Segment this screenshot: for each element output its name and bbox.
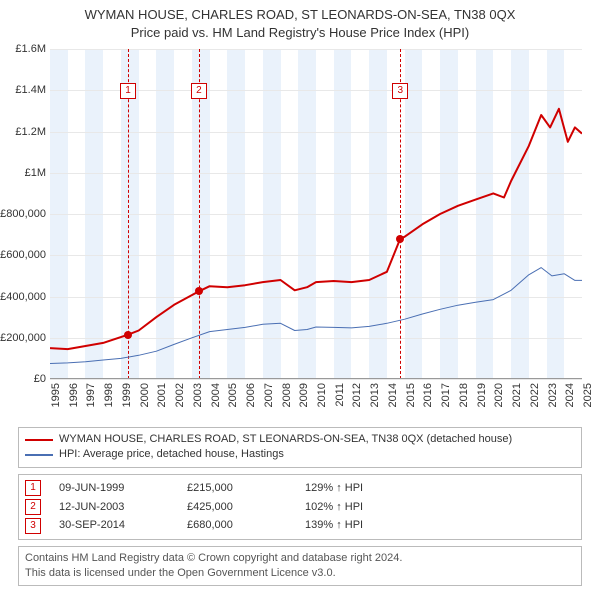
- event-row-price: £425,000: [187, 498, 287, 517]
- legend-row: HPI: Average price, detached house, Hast…: [25, 447, 575, 462]
- x-tick-label: 2020: [493, 383, 505, 407]
- y-tick-label: £1M: [25, 167, 46, 179]
- series-line-property: [50, 109, 582, 349]
- x-tick-label: 2015: [405, 383, 417, 407]
- x-tick-label: 2016: [422, 383, 434, 407]
- event-row: 3 30-SEP-2014 £680,000 139% ↑ HPI: [25, 516, 575, 535]
- x-tick-label: 1999: [121, 383, 133, 407]
- y-tick-label: £0: [34, 373, 46, 385]
- footer-line-2: This data is licensed under the Open Gov…: [25, 566, 575, 581]
- x-tick-label: 2021: [511, 383, 523, 407]
- events-table: 1 09-JUN-1999 £215,000 129% ↑ HPI 2 12-JUN-20…: [18, 474, 582, 540]
- event-row-date: 30-SEP-2014: [59, 516, 169, 535]
- x-tick-label: 2003: [192, 383, 204, 407]
- x-tick-label: 2022: [529, 383, 541, 407]
- event-row-date: 12-JUN-2003: [59, 498, 169, 517]
- x-tick-label: 1997: [85, 383, 97, 407]
- x-tick-label: 2024: [564, 383, 576, 407]
- legend-swatch: [25, 439, 53, 441]
- x-tick-label: 2005: [227, 383, 239, 407]
- event-row-marker: 2: [25, 499, 41, 515]
- chart-container: { "title": { "line1": "WYMAN HOUSE, CHAR…: [0, 0, 600, 590]
- y-tick-label: £1.6M: [15, 43, 46, 55]
- event-row: 1 09-JUN-1999 £215,000 129% ↑ HPI: [25, 479, 575, 498]
- x-tick-label: 2000: [139, 383, 151, 407]
- chart-svg: [50, 49, 582, 379]
- event-row-pct: 102% ↑ HPI: [305, 498, 363, 517]
- y-tick-label: £1.4M: [15, 84, 46, 96]
- x-tick-label: 2012: [351, 383, 363, 407]
- y-tick-label: £400,000: [0, 291, 46, 303]
- x-tick-label: 2008: [281, 383, 293, 407]
- x-tick-label: 2001: [156, 383, 168, 407]
- legend-label: HPI: Average price, detached house, Hast…: [59, 447, 284, 462]
- legend-swatch: [25, 454, 53, 456]
- title-line-2: Price paid vs. HM Land Registry's House …: [0, 24, 600, 42]
- x-tick-label: 2006: [245, 383, 257, 407]
- x-tick-label: 2002: [174, 383, 186, 407]
- y-tick-label: £200,000: [0, 332, 46, 344]
- y-tick-label: £800,000: [0, 208, 46, 220]
- y-tick-label: £1.2M: [15, 126, 46, 138]
- x-tick-label: 2009: [298, 383, 310, 407]
- event-row-date: 09-JUN-1999: [59, 479, 169, 498]
- x-tick-label: 2025: [582, 383, 594, 407]
- x-tick-label: 2017: [440, 383, 452, 407]
- x-tick-label: 1995: [50, 383, 62, 407]
- event-row-marker: 1: [25, 480, 41, 496]
- footer-box: Contains HM Land Registry data © Crown c…: [18, 546, 582, 586]
- x-tick-label: 2010: [316, 383, 328, 407]
- event-row-marker: 3: [25, 518, 41, 534]
- chart-plot-area: £0£200,000£400,000£600,000£800,000£1M£1.…: [50, 49, 582, 379]
- x-tick-label: 1996: [68, 383, 80, 407]
- event-row-pct: 129% ↑ HPI: [305, 479, 363, 498]
- footer-line-1: Contains HM Land Registry data © Crown c…: [25, 551, 575, 566]
- x-tick-label: 2007: [263, 383, 275, 407]
- x-tick-label: 2023: [547, 383, 559, 407]
- event-row-price: £215,000: [187, 479, 287, 498]
- event-row: 2 12-JUN-2003 £425,000 102% ↑ HPI: [25, 498, 575, 517]
- legend-row: WYMAN HOUSE, CHARLES ROAD, ST LEONARDS-O…: [25, 432, 575, 447]
- x-tick-label: 2019: [476, 383, 488, 407]
- x-tick-label: 2013: [369, 383, 381, 407]
- x-tick-label: 2004: [210, 383, 222, 407]
- title-block: WYMAN HOUSE, CHARLES ROAD, ST LEONARDS-O…: [0, 0, 600, 41]
- event-row-price: £680,000: [187, 516, 287, 535]
- legend-label: WYMAN HOUSE, CHARLES ROAD, ST LEONARDS-O…: [59, 432, 512, 447]
- x-tick-label: 2018: [458, 383, 470, 407]
- y-tick-label: £600,000: [0, 249, 46, 261]
- title-line-1: WYMAN HOUSE, CHARLES ROAD, ST LEONARDS-O…: [0, 6, 600, 24]
- event-row-pct: 139% ↑ HPI: [305, 516, 363, 535]
- x-axis: 1995 1996 1997 1998 1999 2000 2001 2002 2003 2004…: [50, 379, 582, 425]
- x-tick-label: 2014: [387, 383, 399, 407]
- x-tick-label: 1998: [103, 383, 115, 407]
- legend-box: WYMAN HOUSE, CHARLES ROAD, ST LEONARDS-O…: [18, 427, 582, 468]
- x-tick-label: 2011: [334, 383, 346, 407]
